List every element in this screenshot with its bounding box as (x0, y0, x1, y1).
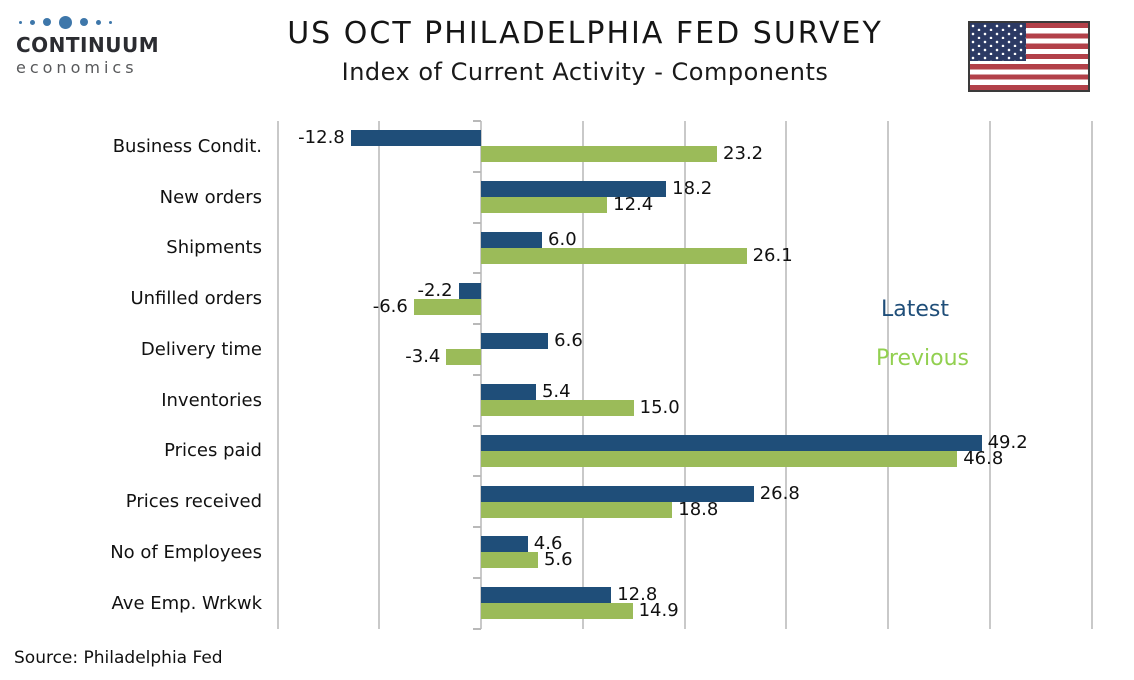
category-label: Unfilled orders (130, 288, 262, 310)
value-label: 14.9 (638, 600, 679, 622)
continuum-logo: CONTINUUM economics (16, 14, 160, 77)
value-label: -3.4 (405, 346, 441, 368)
logo-dot (43, 18, 51, 26)
category-label: Business Condit. (112, 135, 262, 157)
bar-previous (481, 450, 958, 467)
value-label: 18.2 (672, 178, 713, 200)
bar-previous (413, 298, 481, 315)
legend-latest: Latest (881, 297, 949, 322)
value-label: -12.8 (298, 127, 345, 149)
gridline (988, 121, 991, 629)
logo-subbrand: economics (16, 58, 138, 77)
bar-latest (481, 333, 549, 350)
bar-previous (481, 552, 538, 569)
bar-previous (481, 400, 634, 417)
us-flag-icon (968, 21, 1090, 92)
chart-subtitle: Index of Current Activity - Components (341, 58, 829, 86)
value-label: 23.2 (723, 143, 764, 165)
logo-dot (30, 19, 35, 25)
logo-dot (80, 18, 88, 26)
bar-latest (481, 231, 543, 248)
logo-dot (96, 19, 101, 25)
axis-tick (473, 170, 481, 173)
axis-tick (473, 475, 481, 478)
bar-latest (458, 282, 481, 299)
value-label: 6.0 (548, 228, 577, 250)
value-label: 15.0 (639, 397, 680, 419)
category-label: Prices received (125, 491, 262, 513)
gridline (480, 121, 482, 629)
axis-tick (473, 272, 481, 275)
bar-latest (481, 434, 982, 451)
logo-dots-icon (16, 14, 156, 30)
bar-previous (481, 247, 747, 264)
gridline (276, 121, 279, 629)
source-note: Source: Philadelphia Fed (14, 648, 223, 668)
gridline (378, 121, 381, 629)
value-label: 5.6 (543, 549, 573, 571)
category-label: Ave Emp. Wrkwk (111, 592, 262, 614)
gridline (1090, 121, 1093, 629)
value-label: 12.8 (617, 584, 658, 606)
axis-tick (473, 221, 481, 224)
axis-tick (473, 424, 481, 427)
title-block: US OCT PHILADELPHIA FED SURVEY Index of … (165, 16, 1005, 86)
category-label: New orders (159, 186, 262, 208)
bar-latest (481, 587, 612, 604)
logo-dot (19, 20, 22, 24)
value-label: 26.8 (759, 482, 800, 504)
gridline (581, 121, 584, 629)
value-label: 4.6 (533, 533, 563, 555)
value-label: 18.8 (678, 498, 719, 520)
category-label: No of Employees (110, 541, 262, 563)
value-label: 6.6 (554, 330, 583, 352)
value-label: -2.2 (417, 279, 453, 301)
bar-previous (481, 603, 633, 620)
flag-canton (970, 23, 1026, 61)
logo-brand: CONTINUUM (16, 33, 160, 57)
value-label: 49.2 (987, 431, 1028, 453)
gridline (785, 121, 788, 629)
axis-tick (473, 526, 481, 528)
axis-tick (473, 120, 481, 122)
value-label: 26.1 (752, 244, 793, 266)
category-label: Inventories (161, 389, 262, 411)
bar-latest (481, 485, 754, 502)
gridline (683, 121, 686, 629)
category-label: Shipments (166, 237, 262, 259)
axis-tick (473, 323, 481, 325)
category-label: Prices paid (164, 440, 262, 462)
bar-previous (446, 349, 481, 366)
bar-previous (481, 146, 718, 163)
logo-dot (109, 20, 112, 24)
bar-previous (481, 501, 673, 518)
axis-tick (473, 576, 481, 579)
gridline (887, 121, 889, 629)
axis-tick (473, 627, 481, 630)
bar-latest (481, 181, 667, 198)
value-label: -6.6 (372, 295, 408, 317)
value-label: 46.8 (963, 447, 1004, 469)
bar-latest (350, 130, 481, 147)
bar-previous (481, 197, 608, 214)
legend-previous: Previous (876, 346, 969, 371)
axis-tick (473, 373, 481, 376)
category-label: Delivery time (140, 338, 262, 360)
logo-dot (59, 15, 72, 29)
chart-title: US OCT PHILADELPHIA FED SURVEY (287, 16, 883, 51)
value-label: 5.4 (541, 381, 571, 403)
bar-latest (481, 536, 528, 553)
value-label: 12.4 (613, 194, 654, 216)
bar-latest (481, 384, 536, 401)
